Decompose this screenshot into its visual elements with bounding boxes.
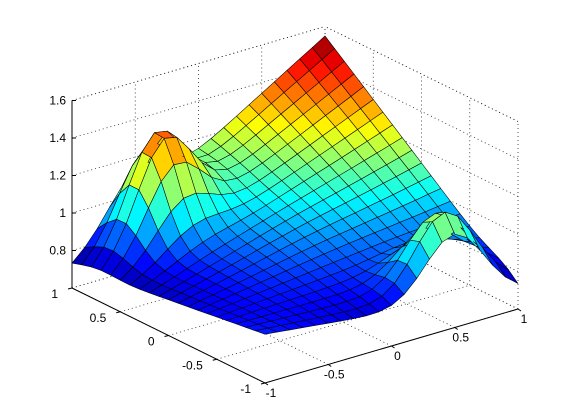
tick-labels: -1 -0.5 0 0.5 1 -1 -0.5 0 0.5 1 0.8 1 1.2 1.4 1.6 [49,94,527,401]
x-tick-label: -1 [266,386,277,400]
surface-patch [495,261,519,284]
axes-lines [67,100,522,386]
x-tick-mark [264,382,269,386]
y-tick-label: 1 [51,287,58,301]
y-tick-mark [212,358,217,361]
x-tick-label: 1 [521,312,528,326]
z-tick-label: 0.8 [49,244,66,258]
y-tick-mark [164,335,169,337]
x-tick-mark [391,345,395,349]
y-tick-label: -0.5 [182,358,203,372]
x-tick-mark [454,327,459,330]
z-tick-label: 1.6 [49,94,66,108]
z-tick-label: 1.4 [49,131,66,145]
x-tick-label: -0.5 [324,368,345,382]
x-tick-mark [517,308,522,312]
y-tick-label: -1 [240,382,251,396]
x-tick-label: 0.5 [452,331,469,345]
x-tick-mark [327,364,332,367]
x-tick-label: 0 [394,349,401,363]
y-tick-mark [67,287,73,290]
z-tick-label: 1.2 [49,169,66,183]
surface-mesh [71,35,519,335]
z-tick-label: 1 [59,206,66,220]
y-tick-label: 0.5 [90,311,107,325]
y-tick-label: 0 [148,335,155,349]
y-tick-mark [116,311,121,314]
y-tick-mark [260,382,266,385]
